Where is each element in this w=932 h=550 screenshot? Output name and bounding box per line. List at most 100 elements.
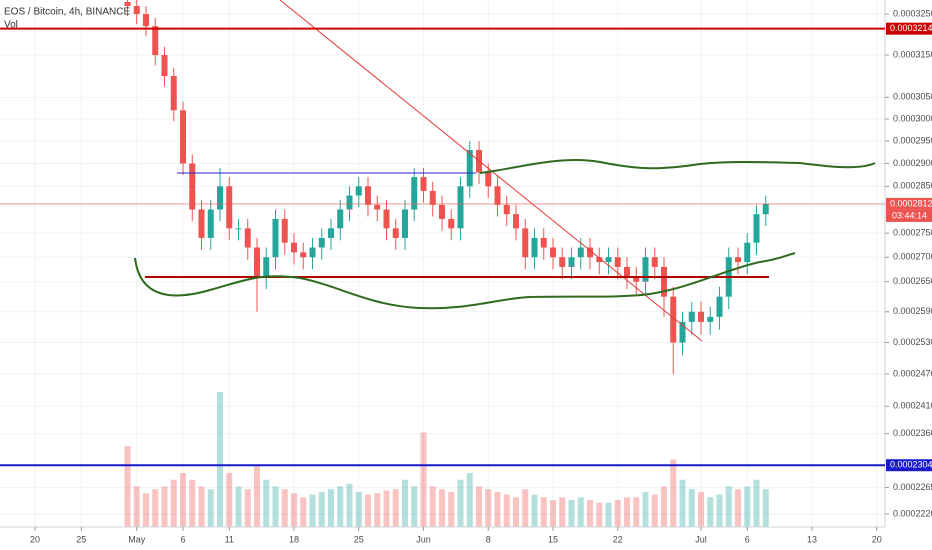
volume-bar bbox=[688, 489, 695, 527]
candle-body bbox=[633, 276, 640, 282]
volume-bar bbox=[651, 494, 658, 527]
candle-body bbox=[614, 257, 621, 267]
volume-bar bbox=[374, 493, 381, 527]
candle-body bbox=[263, 257, 270, 277]
candle-body bbox=[272, 218, 279, 258]
volume-bar bbox=[355, 491, 362, 527]
volume-bar bbox=[735, 489, 741, 527]
x-tick-label: Jun bbox=[416, 534, 431, 544]
volume-bar bbox=[318, 491, 325, 527]
candle-body bbox=[605, 257, 612, 263]
volume-bar bbox=[429, 486, 436, 527]
volume-bar bbox=[392, 489, 399, 527]
volume-bar bbox=[235, 486, 242, 527]
volume-bar bbox=[614, 500, 621, 527]
volume-bar bbox=[531, 494, 538, 527]
y-tick-label: 0.0002700 bbox=[893, 252, 932, 262]
x-tick-label: Jul bbox=[695, 534, 707, 544]
x-tick-label: 18 bbox=[289, 534, 299, 544]
volume-bar bbox=[198, 486, 205, 527]
candle-body bbox=[503, 204, 510, 215]
volume-bar bbox=[624, 497, 630, 527]
y-tick-label: 0.0002220 bbox=[893, 508, 932, 518]
candle-body bbox=[587, 247, 593, 258]
volume-bar bbox=[725, 486, 732, 527]
candle-body bbox=[217, 186, 223, 210]
y-tick-label: 0.0002750 bbox=[893, 228, 932, 238]
candle-body bbox=[762, 203, 769, 215]
candle-body bbox=[513, 214, 519, 229]
price-label: 0.0003214 bbox=[890, 23, 932, 33]
volume-bar bbox=[698, 491, 704, 527]
candle-body bbox=[152, 26, 159, 56]
volume-bar bbox=[152, 489, 159, 527]
candle-body bbox=[642, 257, 649, 282]
volume-bar bbox=[420, 432, 427, 527]
candle-body bbox=[374, 204, 381, 210]
price-label-box bbox=[886, 459, 932, 472]
volume-bar bbox=[207, 489, 214, 527]
candle-body bbox=[429, 190, 436, 205]
volume-label: Vol bbox=[4, 20, 18, 31]
candle-body bbox=[679, 321, 686, 343]
volume-bar bbox=[577, 497, 584, 527]
volume-bar bbox=[559, 497, 566, 527]
candle-body bbox=[180, 110, 186, 164]
candle-body bbox=[402, 209, 408, 238]
price-label-box bbox=[886, 22, 932, 35]
candle-body bbox=[189, 163, 196, 210]
volume-bar bbox=[133, 486, 140, 527]
volume-bar bbox=[161, 486, 168, 527]
y-tick-label: 0.0003050 bbox=[893, 92, 932, 102]
candle-body bbox=[550, 247, 556, 258]
candle-body bbox=[392, 228, 399, 238]
volume-bar bbox=[180, 473, 186, 527]
volume-bar bbox=[143, 493, 149, 527]
candle-body bbox=[698, 311, 704, 322]
candles bbox=[124, 0, 769, 374]
candle-body bbox=[688, 311, 695, 322]
x-tick-label: 25 bbox=[354, 534, 364, 544]
candle-body bbox=[300, 252, 307, 258]
y-tick-label: 0.0002850 bbox=[893, 181, 932, 191]
candle-body bbox=[753, 214, 760, 243]
price-label-box bbox=[886, 197, 932, 210]
axes: 0.0003250 0.0003150 0.0003050 0.0003000 0.00… bbox=[0, 8, 932, 544]
candle-body bbox=[337, 209, 344, 229]
volume-pane bbox=[124, 392, 769, 527]
candle-body bbox=[124, 1, 131, 7]
volume-bar bbox=[503, 494, 510, 527]
volume-bar bbox=[263, 479, 270, 527]
volume-bar bbox=[513, 497, 519, 527]
candle-body bbox=[661, 266, 667, 297]
symbol-title: EOS / Bitcoin, 4h, BINANCE bbox=[4, 7, 130, 18]
y-tick-label: 0.0003250 bbox=[893, 8, 932, 18]
candle-body bbox=[494, 186, 501, 205]
volume-bar bbox=[365, 494, 371, 527]
y-tick-label: 0.0003150 bbox=[893, 49, 932, 59]
candle-body bbox=[735, 257, 741, 263]
price-label: 0.0002812 bbox=[890, 198, 932, 208]
candle-body bbox=[466, 149, 473, 187]
volume-bar bbox=[328, 489, 334, 527]
candle-body bbox=[531, 237, 538, 258]
y-tick-label: 0.0002410 bbox=[893, 401, 932, 411]
y-tick-label: 0.0003000 bbox=[893, 113, 932, 123]
candle-body bbox=[133, 6, 140, 15]
x-tick-label: 15 bbox=[548, 534, 558, 544]
candle-body bbox=[226, 186, 233, 229]
volume-bar bbox=[448, 491, 455, 527]
volume-bar bbox=[189, 479, 196, 527]
candle-body bbox=[318, 237, 325, 248]
candle-body bbox=[568, 257, 575, 267]
x-tick-label: 25 bbox=[76, 534, 86, 544]
volume-bar bbox=[466, 473, 473, 527]
y-tick-label: 0.0002470 bbox=[893, 368, 932, 378]
volume-bar bbox=[457, 479, 464, 527]
x-tick-label: 8 bbox=[486, 534, 491, 544]
x-tick-label: 11 bbox=[225, 534, 234, 544]
volume-bar bbox=[402, 479, 408, 527]
x-tick-label: 22 bbox=[613, 534, 623, 544]
y-tick-label: 0.0002900 bbox=[893, 158, 932, 168]
